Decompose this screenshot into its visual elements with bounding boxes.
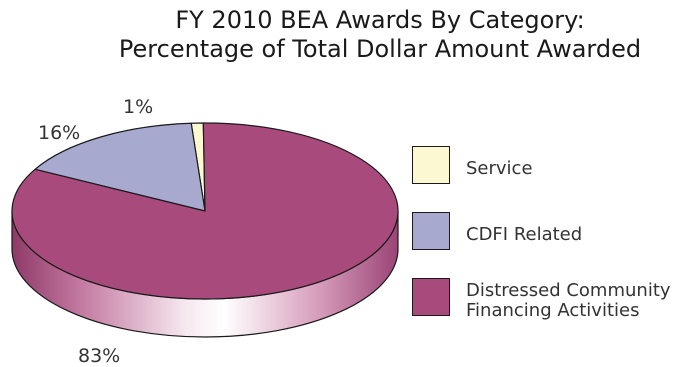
data-label-cdfi-related: 16% [38,122,80,144]
legend-swatch-distressed-community [412,278,450,316]
chart-subtitle: Percentage of Total Dollar Amount Awarde… [118,35,642,63]
legend-item-distressed-community: Distressed Community Financing Activitie… [412,278,675,328]
chart-title-line1: FY 2010 BEA Awards By Category: [175,6,585,34]
data-label-distressed-community-financing-activities: 83% [78,345,120,367]
pie-slice-cdfi-related [34,122,206,212]
chart-title: FY 2010 BEA Awards By Category: Percenta… [0,6,675,64]
data-label-service: 1% [123,96,153,118]
legend-item-cdfi-related: CDFI Related [412,212,675,262]
legend-label-service: Service [466,158,533,179]
legend-item-service: Service [412,146,675,196]
legend-label-cdfi-related: CDFI Related [466,224,583,245]
legend-swatch-service [412,146,450,184]
pie-slice-distressed-community-financing-activities [11,122,399,300]
legend-label-distressed-community: Distressed Community Financing Activitie… [466,280,671,321]
legend-swatch-cdfi-related [412,212,450,250]
